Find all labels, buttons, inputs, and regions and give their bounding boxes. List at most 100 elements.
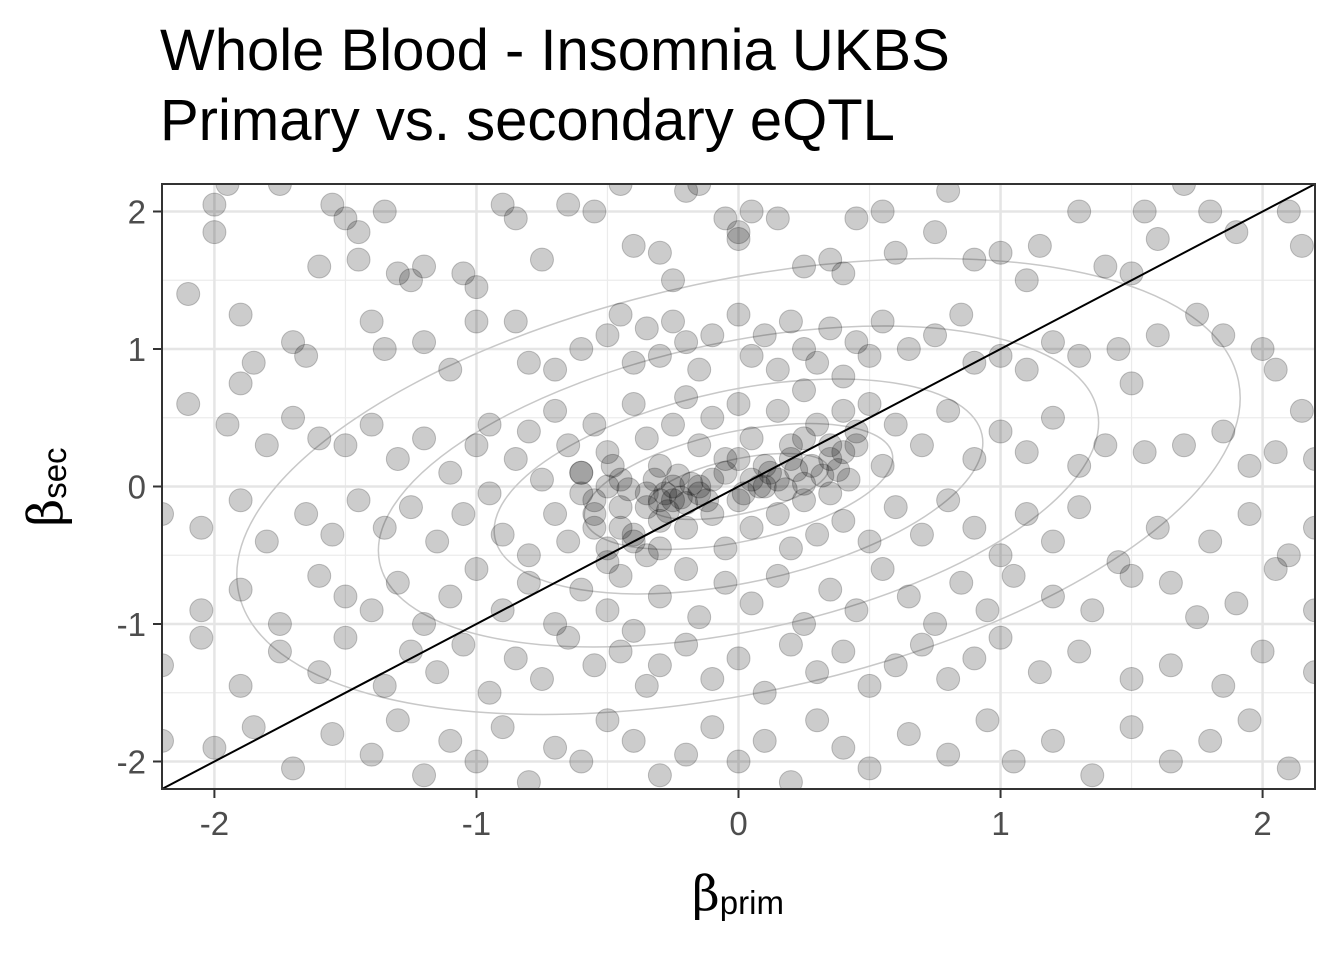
- data-point: [792, 488, 817, 513]
- data-point: [857, 343, 882, 368]
- data-point: [556, 625, 581, 650]
- data-point: [176, 392, 201, 416]
- x-axis-ticks: -2 -1 0 1 2: [200, 789, 1272, 842]
- data-point: [398, 639, 423, 664]
- data-point: [792, 471, 817, 496]
- data-point: [831, 364, 856, 389]
- data-point: [647, 536, 672, 561]
- data-point: [241, 715, 266, 740]
- data-point: [731, 481, 756, 506]
- data-point: [726, 447, 751, 471]
- data-point: [477, 412, 502, 437]
- data-point: [1027, 233, 1052, 258]
- data-point: [202, 220, 227, 245]
- data-point: [569, 577, 594, 602]
- data-point: [228, 371, 253, 396]
- data-point: [962, 515, 987, 540]
- data-point: [267, 639, 292, 664]
- data-point: [1276, 756, 1301, 781]
- data-point: [687, 184, 712, 196]
- data-point: [569, 481, 594, 506]
- data-point: [346, 220, 371, 245]
- data-point: [529, 467, 554, 492]
- data-point: [1106, 550, 1131, 575]
- data-point: [792, 612, 817, 636]
- data-point: [765, 467, 790, 492]
- data-point: [679, 471, 704, 496]
- data-point: [359, 742, 384, 767]
- data-point: [660, 268, 685, 293]
- data-point: [1014, 502, 1039, 526]
- data-point: [516, 770, 541, 789]
- data-point: [516, 570, 541, 595]
- data-point: [674, 385, 699, 410]
- data-point: [1080, 763, 1105, 788]
- data-point: [438, 357, 463, 382]
- data-point: [320, 192, 345, 217]
- data-point: [831, 440, 856, 465]
- data-point: [726, 646, 751, 671]
- data-point: [543, 398, 568, 423]
- data-point: [647, 653, 672, 678]
- data-point: [621, 350, 646, 375]
- data-point: [647, 343, 672, 368]
- data-point: [595, 440, 620, 465]
- data-point: [1276, 199, 1301, 224]
- data-point: [582, 515, 607, 540]
- data-point: [425, 660, 450, 685]
- data-point: [765, 398, 790, 423]
- data-point: [634, 426, 659, 451]
- data-point: [962, 447, 987, 471]
- data-point: [464, 275, 489, 300]
- data-point: [228, 577, 253, 602]
- data-point: [818, 577, 843, 602]
- data-point: [713, 206, 738, 231]
- data-point: [1014, 440, 1039, 465]
- data-point: [333, 433, 358, 458]
- data-point: [660, 412, 685, 437]
- data-point: [582, 488, 607, 513]
- data-point: [385, 570, 410, 595]
- data-point: [870, 453, 895, 478]
- data-point: [1303, 515, 1315, 540]
- data-point: [647, 488, 672, 513]
- data-point: [346, 247, 371, 272]
- data-point: [294, 343, 319, 368]
- data-point: [1263, 357, 1288, 382]
- data-point: [254, 529, 279, 554]
- data-point: [333, 625, 358, 650]
- data-point: [975, 598, 1000, 623]
- data-point: [451, 502, 476, 526]
- data-point: [215, 184, 240, 196]
- data-point: [189, 598, 214, 623]
- data-point: [726, 488, 751, 513]
- data-point: [1014, 357, 1039, 382]
- data-point: [936, 488, 961, 513]
- x-axis-subscript: prim: [720, 884, 784, 921]
- data-point: [451, 261, 476, 286]
- data-point: [909, 632, 934, 657]
- x-axis-title: βprim: [692, 866, 784, 922]
- data-point: [674, 515, 699, 540]
- data-point: [1303, 598, 1315, 623]
- data-point: [595, 598, 620, 623]
- data-point: [647, 240, 672, 265]
- data-point: [1250, 337, 1275, 361]
- data-point: [202, 735, 227, 760]
- data-point: [936, 742, 961, 767]
- data-point: [805, 708, 830, 733]
- data-point: [660, 309, 685, 334]
- density-contour: [647, 452, 830, 521]
- data-point: [307, 660, 332, 685]
- data-point: [792, 378, 817, 403]
- data-point: [608, 467, 633, 492]
- data-point: [1171, 433, 1196, 458]
- data-point: [1211, 673, 1236, 698]
- data-point: [228, 673, 253, 698]
- x-tick-label: -1: [462, 805, 491, 842]
- data-point: [844, 433, 869, 458]
- data-point: [1132, 199, 1157, 224]
- data-point: [281, 330, 306, 355]
- data-point: [936, 398, 961, 423]
- data-point: [1040, 330, 1065, 355]
